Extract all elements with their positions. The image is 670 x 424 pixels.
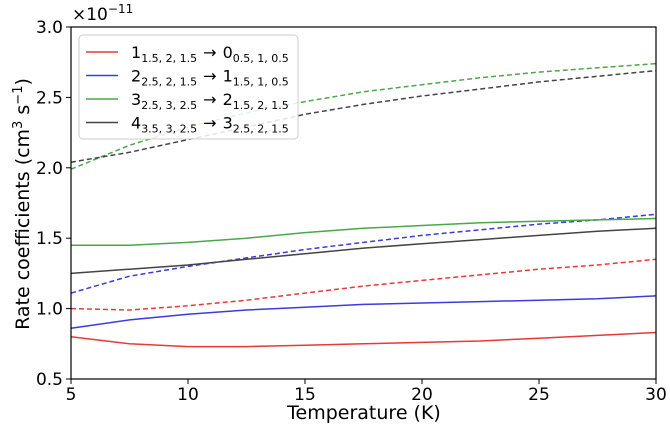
y-tick-label: 1.0 (36, 300, 63, 320)
legend-item: 32.5, 3, 2.5 → 21.5, 2, 1.5 (86, 90, 289, 112)
legend-item: 43.5, 3, 2.5 → 32.5, 2, 1.5 (86, 114, 289, 136)
series-4-dashed-line (70, 69, 657, 163)
y-tick-label: 1.5 (36, 229, 63, 249)
series-4-solid-line (70, 227, 657, 275)
y-scale-label: ×10−11 (72, 2, 133, 25)
y-axis-label: Rate coefficients (cm3 s−1) (11, 78, 34, 330)
series-2-solid-line (70, 295, 657, 330)
y-tick-label: 2.5 (36, 88, 63, 108)
ticks-layer: 5 10 15 20 25 30 0.5 1.0 1.5 2.0 2.5 3.0 (36, 18, 667, 405)
legend: 11.5, 2, 1.5 → 00.5, 1, 0.522.5, 2, 1.5 → 11… (78, 34, 299, 140)
legend-box (78, 34, 299, 140)
series-2-dashed-line (70, 213, 657, 294)
legend-label: 22.5, 2, 1.5 → 11.5, 1, 0.5 (131, 67, 289, 89)
series-1-dashed-line (70, 258, 657, 311)
x-tick-label: 15 (294, 385, 316, 405)
x-tick-label: 30 (645, 385, 667, 405)
series-3-solid-line (71, 217, 657, 246)
legend-item: 11.5, 2, 1.5 → 00.5, 1, 0.5 (86, 43, 289, 65)
y-tick-label: 2.0 (36, 159, 63, 179)
x-tick-label: 20 (411, 385, 433, 405)
legend-label: 32.5, 3, 2.5 → 21.5, 2, 1.5 (131, 90, 289, 112)
y-tick-label: 3.0 (36, 18, 63, 38)
plot-frame (70, 26, 657, 380)
x-tick-label: 25 (528, 385, 550, 405)
legend-item: 22.5, 2, 1.5 → 11.5, 1, 0.5 (86, 67, 289, 89)
legend-label: 43.5, 3, 2.5 → 32.5, 2, 1.5 (131, 114, 289, 136)
x-axis-label: Temperature (K) (286, 402, 441, 424)
x-tick-label: 5 (66, 385, 77, 405)
legend-label: 11.5, 2, 1.5 → 00.5, 1, 0.5 (131, 43, 289, 65)
legend-items: 11.5, 2, 1.5 → 00.5, 1, 0.522.5, 2, 1.5 → 11… (86, 43, 289, 136)
y-tick-label: 0.5 (36, 370, 63, 390)
series-1-solid-line (70, 331, 657, 348)
x-tick-label: 10 (177, 385, 199, 405)
